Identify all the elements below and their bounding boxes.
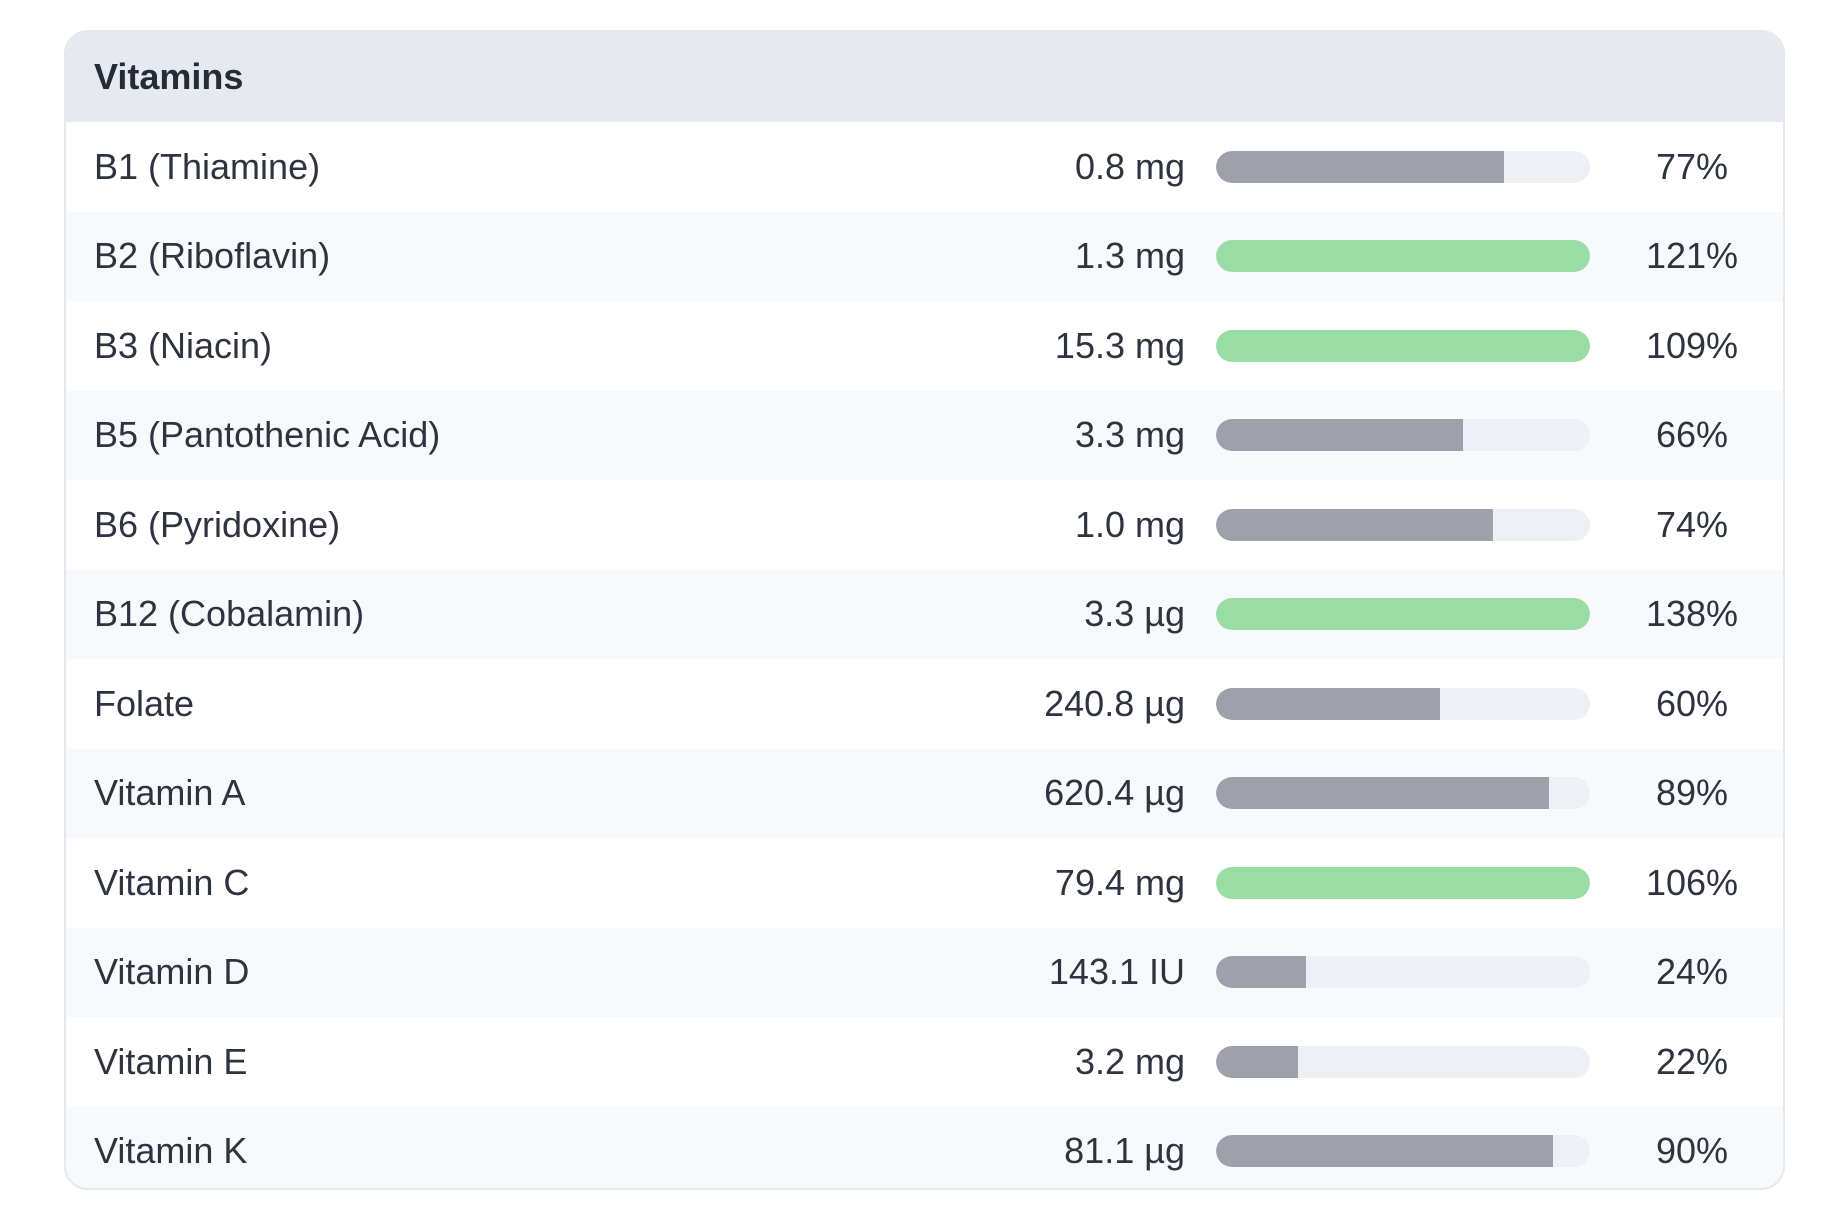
- vitamin-row: B2 (Riboflavin) 1.3 mg 121%: [66, 211, 1783, 301]
- progress-fill: [1216, 956, 1306, 989]
- vitamin-percent: 66%: [1655, 414, 1729, 456]
- vitamin-name: Vitamin E: [94, 1040, 248, 1082]
- vitamin-percent: 24%: [1655, 951, 1729, 993]
- vitamin-amount: 143.1 IU: [1048, 951, 1185, 993]
- progress-fill: [1216, 1135, 1553, 1168]
- vitamin-name: B2 (Riboflavin): [94, 235, 331, 277]
- vitamin-amount: 15.3 mg: [1054, 324, 1185, 366]
- vitamin-amount: 1.0 mg: [1074, 503, 1185, 545]
- vitamin-percent: 106%: [1645, 861, 1739, 903]
- progress-fill: [1216, 598, 1590, 631]
- vitamin-amount: 1.3 mg: [1074, 235, 1185, 277]
- vitamin-row: B12 (Cobalamin) 3.3 µg 138%: [66, 569, 1783, 659]
- vitamin-row: Vitamin A 620.4 µg 89%: [66, 748, 1783, 838]
- progress-fill: [1216, 777, 1549, 810]
- vitamin-percent: 22%: [1655, 1040, 1729, 1082]
- vitamin-name: Folate: [94, 682, 195, 724]
- vitamin-row: B6 (Pyridoxine) 1.0 mg 74%: [66, 480, 1783, 570]
- vitamin-amount: 3.3 mg: [1074, 414, 1185, 456]
- vitamin-row: Vitamin K 81.1 µg 90%: [66, 1106, 1783, 1188]
- vitamin-row: Vitamin D 143.1 IU 24%: [66, 927, 1783, 1017]
- progress-track: [1216, 419, 1590, 452]
- vitamin-row: B3 (Niacin) 15.3 mg 109%: [66, 301, 1783, 391]
- progress-track: [1216, 777, 1590, 810]
- progress-track: [1216, 687, 1590, 720]
- vitamin-percent: 77%: [1655, 145, 1729, 187]
- vitamin-list: B1 (Thiamine) 0.8 mg 77% B2 (Riboflavin) 1.3…: [66, 122, 1783, 1188]
- vitamin-amount: 79.4 mg: [1054, 861, 1185, 903]
- vitamin-amount: 240.8 µg: [1044, 682, 1185, 724]
- progress-fill: [1216, 687, 1441, 720]
- progress-fill: [1216, 240, 1590, 273]
- progress-track: [1216, 598, 1590, 631]
- vitamin-row: Vitamin C 79.4 mg 106%: [66, 838, 1783, 928]
- vitamin-row: B1 (Thiamine) 0.8 mg 77%: [66, 122, 1783, 212]
- vitamin-name: B6 (Pyridoxine): [94, 503, 341, 545]
- vitamin-amount: 620.4 µg: [1044, 772, 1185, 814]
- panel-title: Vitamins: [94, 56, 244, 97]
- vitamin-amount: 3.3 µg: [1084, 593, 1185, 635]
- vitamin-percent: 121%: [1645, 235, 1739, 277]
- vitamin-row: B5 (Pantothenic Acid) 3.3 mg 66%: [66, 390, 1783, 480]
- vitamin-amount: 81.1 µg: [1064, 1130, 1185, 1172]
- progress-track: [1216, 150, 1590, 183]
- vitamin-percent: 74%: [1655, 503, 1729, 545]
- progress-fill: [1216, 150, 1504, 183]
- progress-track: [1216, 1045, 1590, 1078]
- progress-fill: [1216, 419, 1463, 452]
- vitamin-percent: 60%: [1655, 682, 1729, 724]
- progress-fill: [1216, 508, 1493, 541]
- vitamin-name: B12 (Cobalamin): [94, 593, 365, 635]
- vitamin-name: B1 (Thiamine): [94, 145, 321, 187]
- vitamin-row: Folate 240.8 µg 60%: [66, 659, 1783, 749]
- panel-header: Vitamins: [66, 32, 1783, 122]
- vitamin-percent: 89%: [1655, 772, 1729, 814]
- vitamin-percent: 90%: [1655, 1130, 1729, 1172]
- progress-track: [1216, 956, 1590, 989]
- vitamin-row: Vitamin E 3.2 mg 22%: [66, 1017, 1783, 1107]
- vitamin-name: Vitamin A: [94, 772, 246, 814]
- vitamin-amount: 3.2 mg: [1074, 1040, 1185, 1082]
- vitamin-name: B3 (Niacin): [94, 324, 273, 366]
- vitamin-name: Vitamin D: [94, 951, 250, 993]
- progress-track: [1216, 1135, 1590, 1168]
- progress-track: [1216, 329, 1590, 362]
- vitamin-name: B5 (Pantothenic Acid): [94, 414, 441, 456]
- vitamin-percent: 138%: [1645, 593, 1739, 635]
- progress-track: [1216, 240, 1590, 273]
- vitamin-amount: 0.8 mg: [1074, 145, 1185, 187]
- vitamin-percent: 109%: [1645, 324, 1739, 366]
- vitamin-name: Vitamin C: [94, 861, 250, 903]
- progress-fill: [1216, 866, 1590, 899]
- vitamin-name: Vitamin K: [94, 1130, 248, 1172]
- vitamins-panel: Vitamins B1 (Thiamine) 0.8 mg 77% B2 (Ribof…: [64, 30, 1785, 1190]
- progress-track: [1216, 508, 1590, 541]
- progress-fill: [1216, 1045, 1299, 1078]
- progress-track: [1216, 866, 1590, 899]
- progress-fill: [1216, 329, 1590, 362]
